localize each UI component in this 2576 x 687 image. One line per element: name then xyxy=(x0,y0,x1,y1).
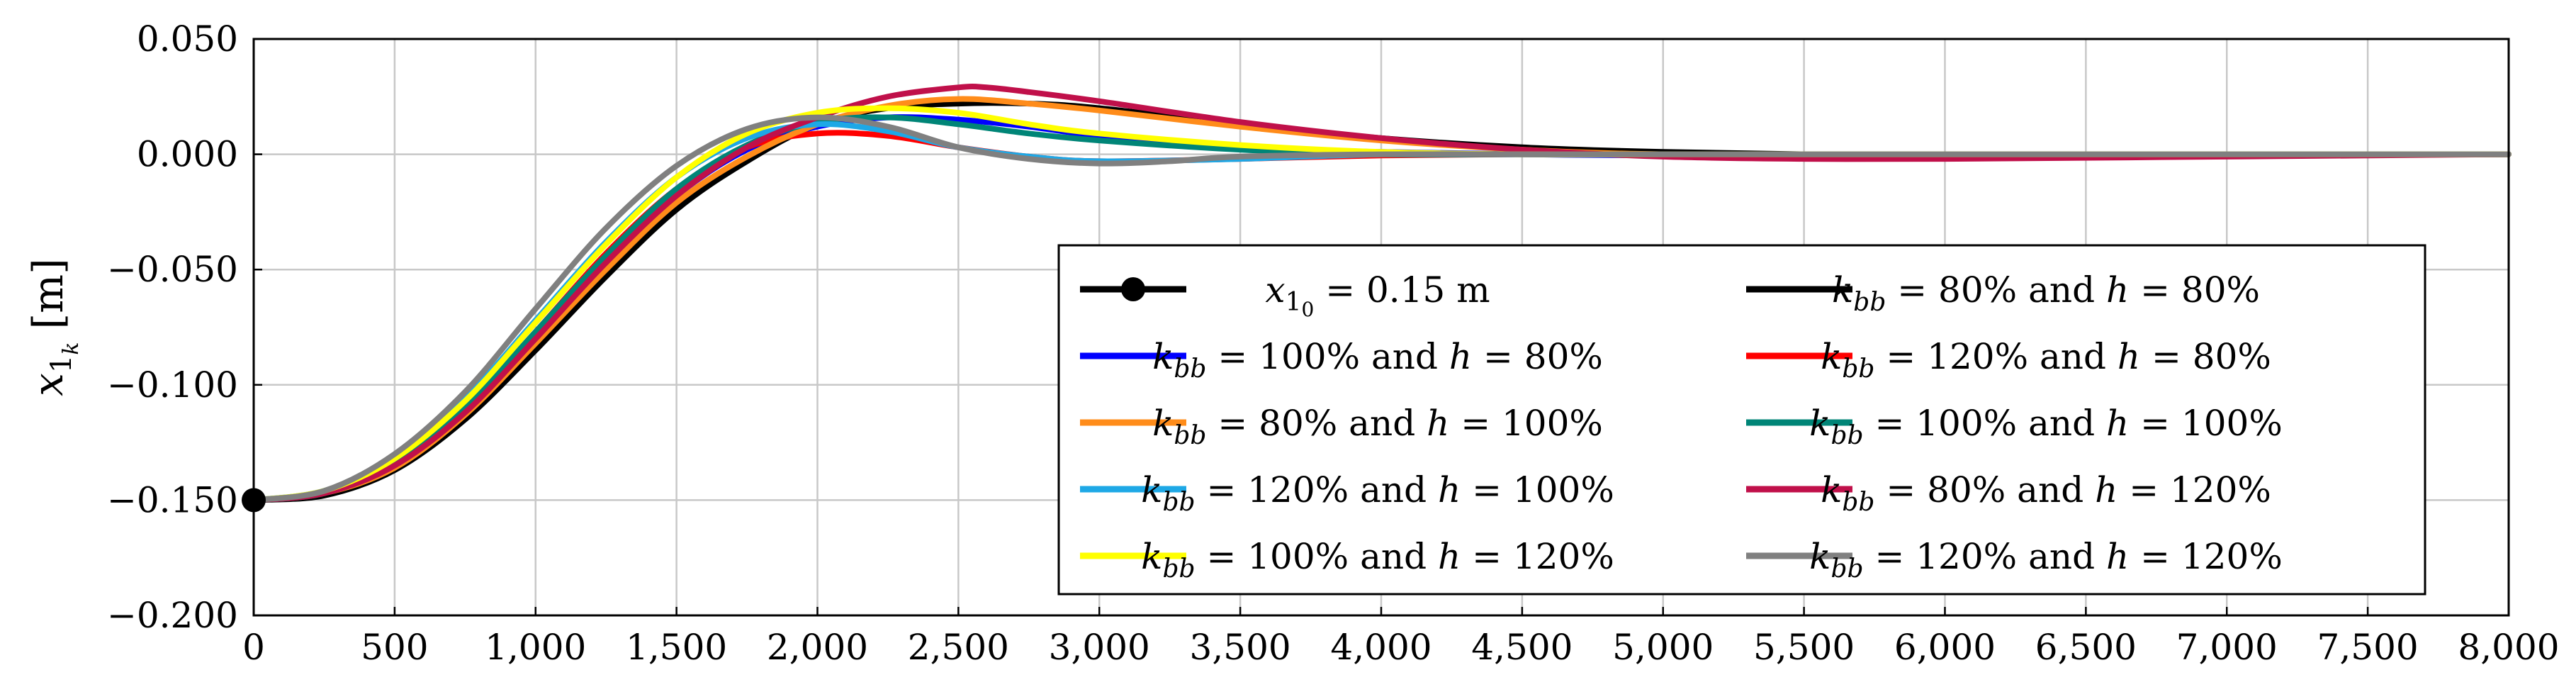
series-line-8 xyxy=(251,114,2512,503)
x-tick-label-13: 6,500 xyxy=(2035,627,2137,668)
y-tick-label-5: −0.200 xyxy=(107,595,238,636)
legend-label-7: kbb = 80% and h = 120% xyxy=(1821,469,2271,517)
y-tick-label-0: 0.050 xyxy=(137,18,238,60)
x-tick-label-12: 6,000 xyxy=(1894,627,1996,668)
legend-label-4: kbb = 80% and h = 100% xyxy=(1152,403,1603,450)
x-tick-label-11: 5,500 xyxy=(1753,627,1855,668)
axis-ticks: 0 500 1,000 1,500 2,000 2,500 3,000 3,500 4,000 4… xyxy=(107,18,2560,668)
x-tick-label-3: 1,500 xyxy=(626,627,727,668)
x-tick-label-9: 4,500 xyxy=(1471,627,1573,668)
y-axis-label: x1k [m] xyxy=(24,258,84,396)
x-tick-label-2: 1,000 xyxy=(485,627,586,668)
x-tick-label-6: 3,000 xyxy=(1049,627,1150,668)
legend-label-8: kbb = 100% and h = 120% xyxy=(1141,536,1614,583)
x-tick-label-7: 3,500 xyxy=(1190,627,1291,668)
legend-label-6: kbb = 120% and h = 100% xyxy=(1141,469,1614,517)
legend: x10 = 0.15 m kbb = 80% and h = 80% kbb = 1… xyxy=(1057,244,2426,596)
series-line-6 xyxy=(251,84,2512,503)
x-tick-label-1: 500 xyxy=(361,627,428,668)
y-axis-label-unit: [m] xyxy=(24,258,72,329)
legend-label-1: kbb = 80% and h = 80% xyxy=(1832,269,2260,317)
y-tick-label-1: 0.000 xyxy=(137,134,238,175)
x-tick-label-0: 0 xyxy=(242,627,265,668)
y-axis-label-var: x xyxy=(24,373,72,396)
y-axis-label-subsub: k xyxy=(59,342,84,354)
legend-label-0: x10 = 0.15 m xyxy=(1265,269,1490,321)
y-axis-label-sub: 1 xyxy=(45,355,78,373)
legend-marker-0 xyxy=(1121,277,1145,301)
legend-box xyxy=(1057,244,2426,596)
legend-label-9: kbb = 120% and h = 120% xyxy=(1809,536,2283,583)
x-tick-label-15: 7,500 xyxy=(2317,627,2419,668)
y-tick-label-2: −0.050 xyxy=(107,249,238,290)
legend-label-2: kbb = 100% and h = 80% xyxy=(1152,336,1603,384)
x-tick-label-4: 2,000 xyxy=(767,627,868,668)
legend-label-3: kbb = 120% and h = 80% xyxy=(1821,336,2271,384)
y-axis-label-text: x1k [m] xyxy=(24,258,84,396)
x-tick-label-14: 7,000 xyxy=(2176,627,2278,668)
x-tick-label-5: 2,500 xyxy=(908,627,1009,668)
y-tick-label-3: −0.100 xyxy=(107,364,238,406)
x-tick-label-8: 4,000 xyxy=(1330,627,1432,668)
x-tick-label-10: 5,000 xyxy=(1612,627,1714,668)
x-tick-label-16: 8,000 xyxy=(2458,627,2559,668)
legend-label-5: kbb = 100% and h = 100% xyxy=(1809,403,2283,450)
y-tick-label-4: −0.150 xyxy=(107,479,238,520)
series-layer xyxy=(242,84,2512,513)
